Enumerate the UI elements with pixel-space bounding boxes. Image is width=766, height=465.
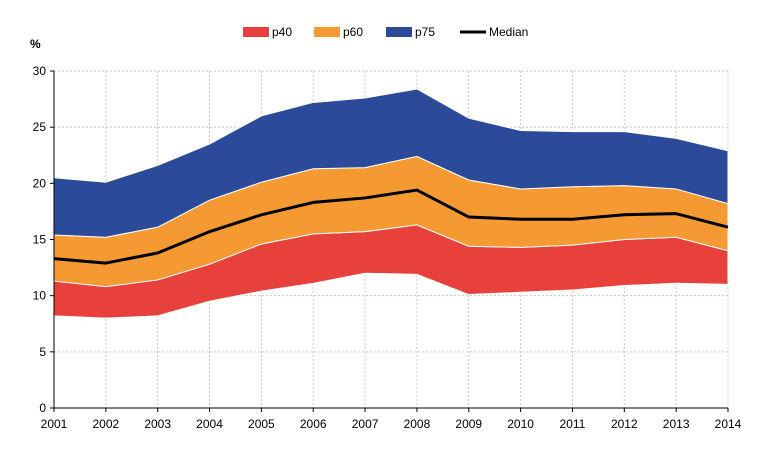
legend-label: p40: [272, 25, 292, 39]
x-tick-label: 2013: [663, 417, 690, 431]
legend-label: p75: [415, 25, 435, 39]
legend-swatch: [243, 27, 269, 37]
x-tick-label: 2014: [715, 417, 742, 431]
y-tick-label: 15: [33, 233, 47, 247]
x-tick-label: 2011: [560, 417, 586, 431]
area-bands: [53, 88, 729, 319]
legend-swatch: [386, 27, 412, 37]
legend: p40 p60 p75 Median: [243, 25, 528, 39]
legend-swatch: [314, 27, 340, 37]
median-line-layer: [53, 188, 729, 265]
legend-label: p60: [343, 25, 363, 39]
legend-item-p60: p60: [314, 25, 363, 39]
x-tick-label: 2007: [352, 417, 379, 431]
y-tick-label: 25: [33, 120, 47, 134]
legend-item-p40: p40: [243, 25, 292, 39]
y-tick-label: 30: [33, 64, 47, 78]
y-axis-unit-label: %: [30, 37, 41, 51]
x-tick-label: 2003: [144, 417, 171, 431]
axes: 0 5 10 15 20 25 30 2001 2002 2003 2004 2005 2006 2007…: [33, 64, 742, 431]
x-tick-label: 2008: [404, 417, 431, 431]
legend-label: Median: [489, 25, 528, 39]
series-line-median: [53, 188, 729, 265]
legend-item-p75: p75: [386, 25, 435, 39]
x-tick-label: 2002: [92, 417, 119, 431]
y-tick-label: 0: [39, 401, 46, 415]
y-tick-label: 5: [39, 345, 46, 359]
x-tick-label: 2010: [507, 417, 534, 431]
legend-item-median: Median: [460, 25, 528, 39]
x-tick-label: 2012: [611, 417, 638, 431]
x-tick-label: 2004: [196, 417, 223, 431]
y-tick-label: 20: [33, 176, 47, 190]
x-tick-label: 2001: [41, 417, 68, 431]
x-tick-label: 2009: [455, 417, 482, 431]
band-p75: [53, 88, 729, 238]
x-tick-label: 2005: [248, 417, 275, 431]
y-tick-label: 10: [33, 289, 47, 303]
x-tick-label: 2006: [300, 417, 327, 431]
